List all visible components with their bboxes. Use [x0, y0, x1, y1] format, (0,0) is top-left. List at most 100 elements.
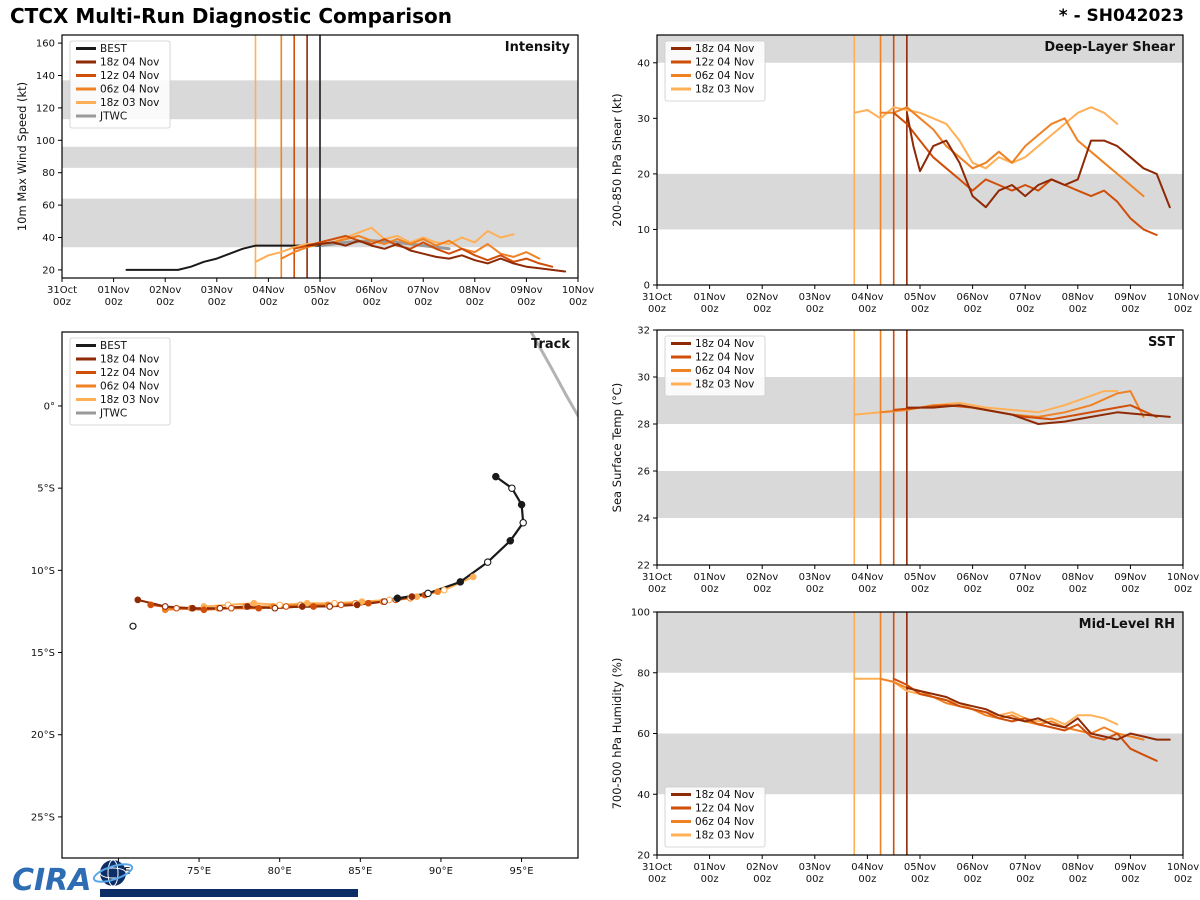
axis-tick-label: 03Nov	[799, 572, 831, 583]
track-point-r12z04	[282, 603, 290, 610]
axis-tick-label: 00z	[911, 304, 929, 315]
axis-tick-label: 00z	[806, 874, 824, 885]
axis-tick-label: 00z	[1069, 584, 1087, 595]
globe-orbit-swoosh	[92, 863, 134, 883]
y-axis-label: 200-850 hPa Shear (kt)	[610, 93, 624, 226]
axis-tick-label: 01Nov	[693, 292, 725, 303]
globe-lat-line	[99, 867, 127, 879]
axis-tick-label: 08Nov	[459, 285, 491, 296]
legend-label-r12z04: 12z 04 Nov	[695, 803, 754, 815]
axis-tick-label: 80	[42, 168, 55, 179]
legend-label-r18z03: 18z 03 Nov	[695, 84, 754, 96]
axis-tick-label: 00z	[1069, 304, 1087, 315]
axis-tick-label: 00z	[701, 874, 719, 885]
axis-tick-label: 40	[637, 58, 650, 69]
track-point-r18z04	[216, 604, 224, 612]
axis-tick-label: 00z	[1121, 584, 1139, 595]
axis-tick-label: 90°E	[429, 866, 453, 877]
axis-tick-label: 00z	[466, 297, 484, 308]
panel-intensity: 2040608010012014016031Oct00z01Nov00z02No…	[15, 34, 594, 308]
axis-tick-label: 00z	[1121, 874, 1139, 885]
axis-tick-label: 00z	[701, 304, 719, 315]
axis-tick-label: 07Nov	[1009, 292, 1041, 303]
axis-tick-label: 160	[36, 39, 55, 50]
legend-label-r18z03: 18z 03 Nov	[100, 97, 159, 109]
axis-tick-label: 08Nov	[1062, 292, 1094, 303]
track-point-r18z03	[331, 599, 338, 607]
legend-label-r12z04: 12z 04 Nov	[100, 367, 159, 379]
panel-title: Track	[531, 337, 570, 352]
track-point-r18z04	[134, 596, 142, 604]
series-line-r18z04	[905, 404, 1171, 425]
panel-title: Intensity	[505, 40, 571, 55]
axis-tick-label: 06Nov	[956, 862, 988, 873]
axis-tick-label: 02Nov	[149, 285, 181, 296]
axis-tick-label: 100	[36, 136, 55, 147]
track-point-best	[456, 578, 465, 586]
panel-sst: 22242628303231Oct00z01Nov00z02Nov00z03No…	[610, 326, 1199, 596]
axis-tick-label: 120	[36, 103, 55, 114]
axis-tick-label: 30	[637, 114, 650, 125]
extra-track-point	[129, 622, 137, 630]
axis-tick-label: 09Nov	[510, 285, 542, 296]
axis-tick-label: 06Nov	[355, 285, 387, 296]
panel-title: SST	[1148, 335, 1175, 350]
axis-tick-label: 05Nov	[304, 285, 336, 296]
series-group	[853, 106, 1171, 236]
axis-tick-label: 95°E	[510, 866, 534, 877]
panel-title: Mid-Level RH	[1079, 617, 1175, 632]
axis-tick-label: 00z	[858, 874, 876, 885]
series-line-r18z03	[853, 677, 1119, 726]
axis-tick-label: 10Nov	[562, 285, 594, 296]
track-point-best	[508, 484, 516, 492]
axis-tick-label: 0	[644, 281, 650, 292]
legend-label-r18z04: 18z 04 Nov	[695, 789, 754, 801]
axis-tick-label: 00z	[311, 297, 329, 308]
axis-tick-label: 02Nov	[746, 862, 778, 873]
axis-tick-label: 00z	[53, 297, 71, 308]
axis-tick-label: 22	[637, 561, 650, 572]
axis-tick-label: 24	[637, 514, 650, 525]
legend-label-best: BEST	[100, 43, 128, 55]
legend-label-jtwc: JTWC	[99, 111, 127, 123]
axis-tick-label: 00z	[648, 584, 666, 595]
axis-tick-label: 03Nov	[799, 862, 831, 873]
axis-tick-label: 00z	[964, 304, 982, 315]
track-point-r12z04	[147, 601, 155, 609]
axis-tick-label: 04Nov	[851, 862, 883, 873]
legend-box	[664, 335, 766, 397]
axis-tick-label: 25°S	[31, 812, 55, 823]
track-point-r18z04	[271, 604, 279, 612]
axis-tick-label: 05Nov	[904, 862, 936, 873]
axis-tick-label: 5°S	[37, 484, 55, 495]
axis-tick-label: 00z	[648, 304, 666, 315]
axis-tick-label: 30	[637, 373, 650, 384]
axis-tick-label: 80	[637, 668, 650, 679]
axis-tick-label: 03Nov	[201, 285, 233, 296]
series-line-r12z04	[892, 404, 1158, 421]
legend-label-r18z03: 18z 03 Nov	[695, 379, 754, 391]
axis-tick-label: 15°S	[31, 648, 55, 659]
axis-tick-label: 00z	[1174, 584, 1192, 595]
axis-tick-label: 02Nov	[746, 572, 778, 583]
axis-tick-label: 05Nov	[904, 292, 936, 303]
axis-tick-label: 85°E	[348, 866, 372, 877]
axis-tick-label: 00z	[806, 584, 824, 595]
track-point-r18z04	[381, 598, 388, 605]
series-line-best	[125, 244, 321, 271]
axis-tick-label: 00z	[1016, 874, 1034, 885]
legend-label-r06z04: 06z 04 Nov	[100, 381, 159, 393]
track-point-r18z04	[408, 593, 416, 600]
track-point-r18z03	[469, 573, 477, 581]
axis-tick-label: 02Nov	[746, 292, 778, 303]
axis-tick-label: 20	[637, 169, 650, 180]
axis-tick-label: 00z	[806, 304, 824, 315]
legend-label-r06z04: 06z 04 Nov	[100, 84, 159, 96]
shaded-band	[657, 471, 1183, 518]
track-point-best	[424, 589, 432, 598]
axis-tick-label: 00z	[1174, 874, 1192, 885]
track-point-r18z04	[353, 601, 361, 609]
series-line-r06z04	[879, 106, 1145, 198]
legend-box	[664, 786, 766, 848]
